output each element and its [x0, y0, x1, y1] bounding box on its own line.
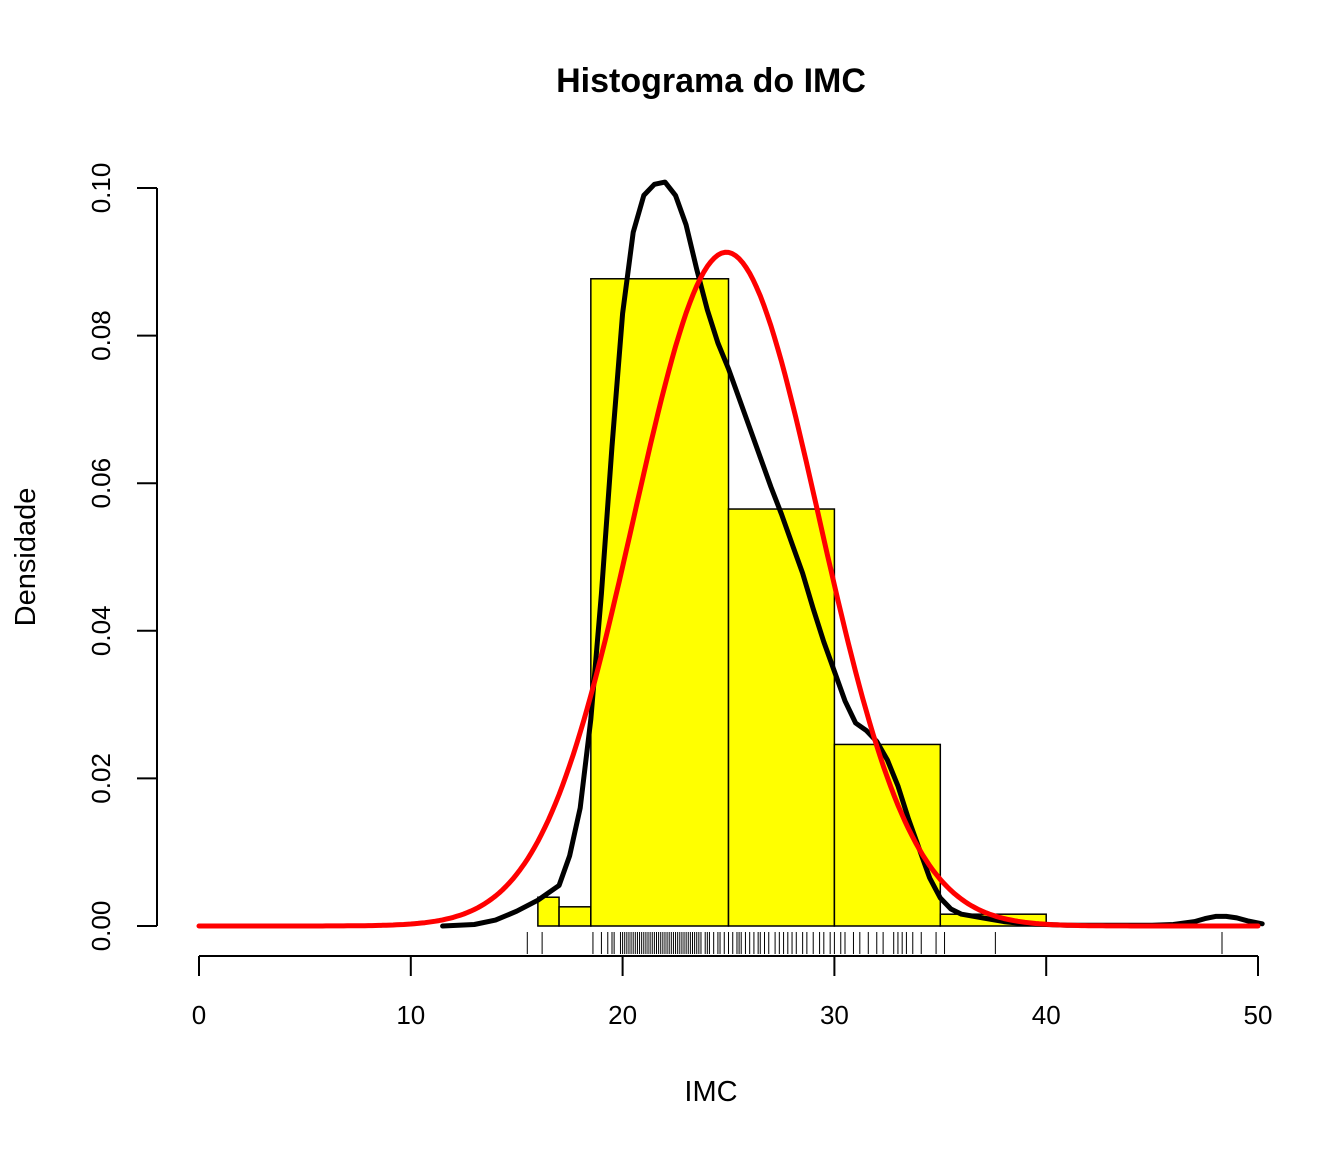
y-tick-label: 0.04: [86, 605, 116, 656]
normal-curve: [196, 249, 1261, 929]
histogram-bars: [537, 278, 1259, 927]
x-axis-label: IMC: [684, 1076, 737, 1108]
x-tick-label: 30: [820, 1000, 849, 1030]
x-tick-label: 40: [1032, 1000, 1061, 1030]
histogram-bar-3: [727, 508, 836, 927]
y-axis-label: Densidade: [10, 488, 42, 627]
histogram-bar-0: [537, 896, 560, 927]
x-tick-label: 0: [192, 1000, 206, 1030]
x-tick-label: 50: [1244, 1000, 1273, 1030]
y-tick-label: 0.00: [86, 901, 116, 952]
histogram-bar-2: [590, 278, 730, 927]
chart-title: Histograma do IMC: [556, 62, 866, 100]
curves: [196, 179, 1265, 929]
histogram-bar-1: [558, 906, 592, 927]
y-tick-label: 0.10: [86, 163, 116, 214]
y-tick-label: 0.08: [86, 310, 116, 361]
x-tick-label: 10: [396, 1000, 425, 1030]
rug-marks: [526, 932, 1223, 954]
y-tick-label: 0.06: [86, 458, 116, 509]
x-tick-label: 20: [608, 1000, 637, 1030]
y-tick-label: 0.02: [86, 753, 116, 804]
y-axis: 0.00 0.02 0.04 0.06 0.08 0.10: [86, 163, 158, 952]
x-axis: 0 10 20 30 40 50: [192, 955, 1273, 1030]
